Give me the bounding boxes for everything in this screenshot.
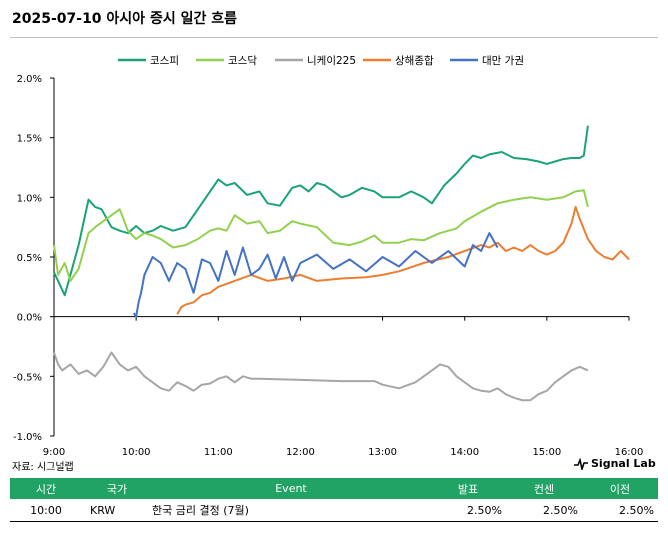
cell-country: KRW	[82, 499, 152, 522]
brand-logo: Signal Lab	[574, 457, 656, 470]
header-time: 시간	[10, 478, 82, 499]
cell-previous: 2.50%	[582, 499, 658, 522]
y-axis: 2.0% 1.5% 1.0% 0.5% 0.0% -0.5% -1.0%	[13, 74, 55, 443]
header-event: Event	[152, 478, 430, 499]
x-tick-label: 9:00	[43, 447, 65, 456]
chart-series	[53, 125, 630, 402]
header-country: 국가	[82, 478, 152, 499]
x-tick-label: 13:00	[368, 447, 397, 456]
x-tick-label: 11:00	[204, 447, 233, 456]
x-tick-label: 14:00	[450, 447, 479, 456]
cell-actual: 2.50%	[430, 499, 506, 522]
x-tick-label: 15:00	[532, 447, 561, 456]
cell-event: 한국 금리 결정 (7월)	[152, 499, 430, 522]
y-tick-label: 2.0%	[17, 74, 42, 85]
y-tick-label: -0.5%	[13, 372, 42, 383]
series-line-2	[53, 351, 589, 402]
title-divider	[10, 37, 658, 38]
x-tick-label: 16:00	[615, 447, 644, 456]
table-row: 10:00 KRW 한국 금리 결정 (7월) 2.50% 2.50% 2.50…	[10, 499, 658, 522]
header-actual: 발표	[430, 478, 506, 499]
legend-label: 코스닥	[228, 55, 257, 67]
signal-icon	[574, 457, 588, 470]
series-line-4	[132, 232, 499, 318]
y-tick-label: -1.0%	[13, 432, 42, 443]
y-tick-label: 1.5%	[17, 134, 42, 145]
x-axis: 9:00 10:00 11:00 12:00 13:00 14:00 15:00 16:00	[43, 316, 644, 456]
brand-name: Signal Lab	[591, 457, 656, 470]
series-line-3	[176, 205, 630, 315]
series-line-0	[53, 125, 589, 297]
event-table: 시간 국가 Event 발표 컨센 이전 10:00 KRW 한국 금리 결정 …	[10, 478, 658, 522]
y-tick-label: 0.0%	[17, 313, 42, 324]
y-tick-label: 0.5%	[17, 253, 42, 264]
x-tick-label: 10:00	[122, 447, 151, 456]
line-chart: 코스피 코스닥 니케이225 상해종합 대만 가권 2.0% 1.5% 1.0% 0.5% 0.…	[13, 54, 644, 456]
header-consensus: 컨센	[506, 478, 582, 499]
cell-time: 10:00	[10, 499, 82, 522]
legend-label: 상해종합	[395, 54, 434, 67]
chart-legend: 코스피 코스닥 니케이225 상해종합 대만 가권	[118, 54, 524, 67]
page-title: 2025-07-10 아시아 증시 일간 흐름	[12, 11, 237, 27]
legend-label: 니케이225	[307, 55, 356, 67]
series-line-1	[53, 189, 589, 282]
cell-consensus: 2.50%	[506, 499, 582, 522]
header-previous: 이전	[582, 478, 658, 499]
y-tick-label: 1.0%	[17, 193, 42, 204]
x-tick-label: 12:00	[286, 447, 315, 456]
legend-label: 코스피	[150, 55, 179, 67]
event-table-header: 시간 국가 Event 발표 컨센 이전	[10, 478, 658, 499]
source-note: 자료: 시그널랩	[12, 462, 74, 473]
legend-label: 대만 가권	[482, 55, 524, 67]
